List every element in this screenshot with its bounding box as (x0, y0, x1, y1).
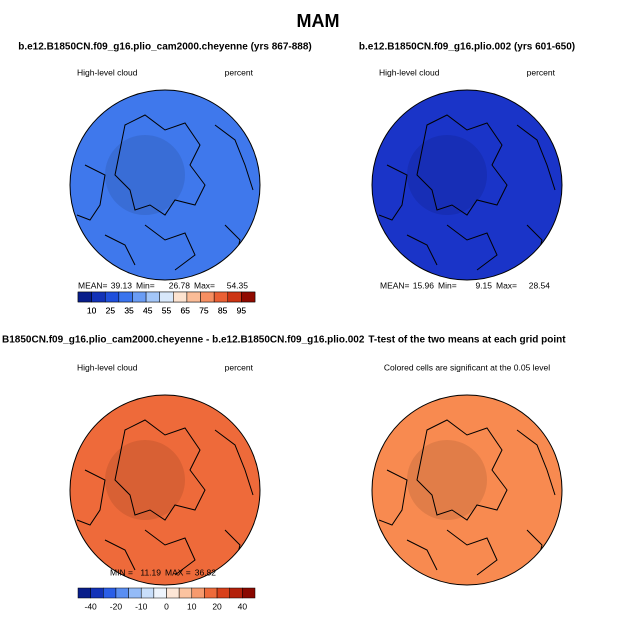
stat-value: 11.19 (140, 567, 161, 577)
colorbar-label: 95 (237, 305, 247, 315)
map-border (371, 394, 563, 586)
colorbar-box (103, 587, 117, 599)
field-label: High-level cloud (379, 67, 440, 77)
colorbar-label: -20 (110, 601, 123, 611)
map (70, 395, 260, 585)
coastline (76, 114, 254, 271)
colorbar-box (200, 291, 215, 303)
colorbar-box (132, 291, 147, 303)
colorbar-box (204, 587, 218, 599)
colorbar-label: -40 (84, 601, 97, 611)
map (372, 90, 562, 280)
map-border (69, 394, 261, 586)
panel-title: b.e12.B1850CN.f09_g16.plio.002 (yrs 601-… (359, 42, 575, 53)
stat-label: Max= (194, 280, 215, 290)
field-label: Colored cells are significant at the 0.0… (384, 362, 550, 372)
colorbar-box (145, 291, 160, 303)
coastline (378, 419, 556, 576)
colorbar-label: 65 (180, 305, 190, 315)
colorbar-box (186, 291, 201, 303)
colorbar-box (229, 587, 243, 599)
map-shade (407, 135, 487, 215)
colorbar-label: 85 (218, 305, 228, 315)
field-label: High-level cloud (77, 67, 138, 77)
colorbar-label: 95 (237, 305, 247, 315)
colorbar-box (213, 291, 229, 303)
colorbar-box (140, 587, 155, 599)
stat-label: MAX = (165, 567, 191, 577)
map-shade (105, 440, 185, 520)
colorbar-box (115, 587, 129, 599)
units-label: percent (527, 67, 556, 77)
colorbar-label: 10 (187, 601, 197, 611)
colorbar-box (241, 291, 256, 303)
figure-title: MAM (297, 11, 340, 31)
colorbar-label: 45 (143, 305, 153, 315)
colorbar-box (77, 587, 91, 599)
stat-value: 28.54 (529, 280, 551, 290)
colorbar-label: 40 (238, 601, 248, 611)
colorbar-box (178, 587, 193, 599)
colorbar-box (216, 587, 230, 599)
colorbar-label: 75 (199, 305, 209, 315)
colorbar-box (153, 587, 167, 599)
map-border (371, 89, 563, 281)
stat-value: 15.96 (413, 280, 435, 290)
colorbar-label: 10 (87, 305, 97, 315)
panel-title: T-test of the two means at each grid poi… (368, 335, 566, 346)
map (372, 395, 562, 585)
colorbar-label: 0 (164, 601, 169, 611)
colorbar-box (90, 587, 104, 599)
map-shade (105, 135, 185, 215)
colorbar-label: 55 (162, 305, 172, 315)
colorbar-label: 75 (199, 305, 209, 315)
stat-label: MEAN= (78, 280, 108, 290)
units-label: percent (225, 67, 254, 77)
stat-value: 9.15 (475, 280, 492, 290)
map-border (69, 89, 261, 281)
colorbar-box (227, 291, 242, 303)
colorbar-label: 25 (106, 305, 116, 315)
field-label: High-level cloud (77, 362, 138, 372)
panel-title: b.e12.B1850CN.f09_g16.plio_cam2000.cheye… (18, 42, 312, 53)
stat-label: Min= (136, 280, 155, 290)
stat-label: MEAN= (380, 280, 410, 290)
stat-value: 39.13 (111, 280, 133, 290)
colorbar-label: 55 (162, 305, 172, 315)
colorbar-label: 35 (124, 305, 134, 315)
coastline (378, 114, 556, 271)
colorbar-label: 65 (180, 305, 190, 315)
colorbar-box (91, 291, 106, 303)
stat-value: 36.82 (195, 567, 217, 577)
colorbar-label: -10 (135, 601, 148, 611)
colorbar-box (118, 291, 133, 303)
stat-label: Max= (496, 280, 517, 290)
colorbar-label: 85 (218, 305, 228, 315)
colorbar-label: 25 (106, 305, 116, 315)
colorbar-box (191, 587, 205, 599)
colorbar-box (166, 587, 180, 599)
stat-value: 54.35 (227, 280, 249, 290)
stat-label: MIN = (110, 567, 133, 577)
colorbar-box (128, 587, 142, 599)
map (70, 90, 260, 280)
stat-value: 26.78 (169, 280, 191, 290)
stat-label: Min= (438, 280, 457, 290)
units-label: percent (225, 362, 254, 372)
colorbar-box (242, 587, 256, 599)
colorbar-box (173, 291, 188, 303)
colorbar-label: 35 (124, 305, 134, 315)
panel-title: B1850CN.f09_g16.plio_cam2000.cheyenne - … (2, 335, 365, 346)
map-shade (407, 440, 487, 520)
colorbar-box (104, 291, 120, 303)
colorbar-label: 45 (143, 305, 153, 315)
colorbar-box (159, 291, 174, 303)
colorbar-label: 20 (212, 601, 222, 611)
coastline (76, 419, 254, 576)
colorbar-box (77, 291, 92, 303)
colorbar-label: 10 (87, 305, 97, 315)
